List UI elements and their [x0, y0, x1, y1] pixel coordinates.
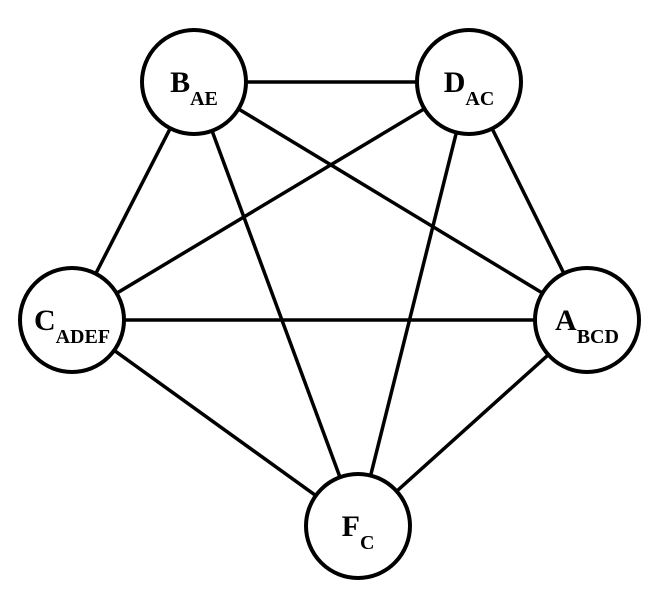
node-D: DAC [417, 30, 521, 134]
node-B: BAE [142, 30, 246, 134]
edge-D-F [358, 82, 469, 526]
node-A: ABCD [535, 268, 639, 372]
node-label-main: A [555, 304, 577, 337]
node-label-main: C [34, 304, 56, 337]
node-label-sub: BCD [577, 326, 619, 348]
node-C: CADEF [20, 268, 124, 372]
graph-canvas: BAEDACABCDFCCADEF [0, 0, 661, 600]
node-label-sub: C [360, 532, 374, 554]
node-label-sub: AC [465, 88, 494, 110]
node-F: FC [306, 474, 410, 578]
edge-B-F [194, 82, 358, 526]
edges-layer [72, 82, 587, 526]
node-label-main: B [170, 66, 190, 99]
node-label-main: D [444, 66, 466, 99]
node-circle-D [417, 30, 521, 134]
nodes-layer: BAEDACABCDFCCADEF [20, 30, 639, 578]
node-label-main: F [342, 510, 360, 543]
node-label-sub: AE [190, 88, 218, 110]
node-circle-B [142, 30, 246, 134]
node-circle-A [535, 268, 639, 372]
node-label-sub: ADEF [56, 326, 110, 348]
